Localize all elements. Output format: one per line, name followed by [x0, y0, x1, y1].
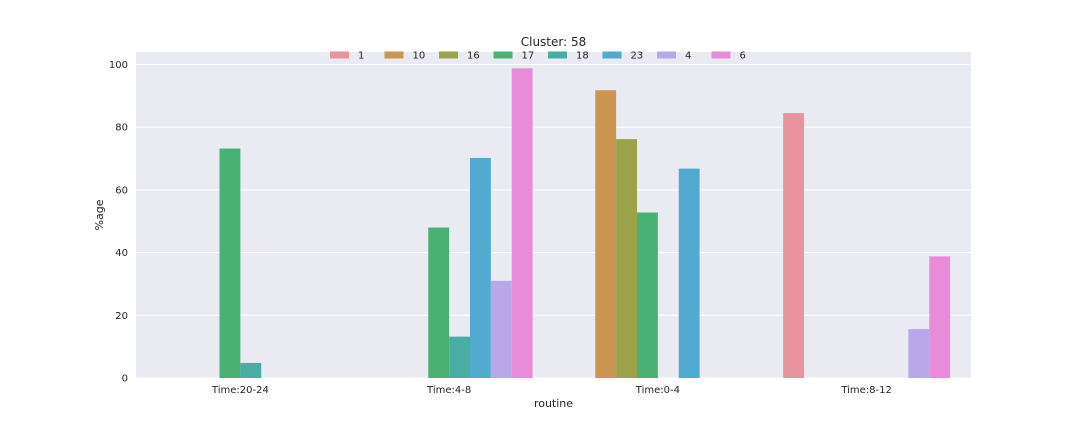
- legend-swatch: [548, 51, 567, 59]
- y-tick-label: 60: [115, 185, 128, 196]
- legend-label: 18: [576, 51, 589, 62]
- bar-17-0: [219, 148, 241, 378]
- legend-item-10: 10: [384, 51, 426, 62]
- bar-23-2: [678, 168, 700, 378]
- bar-17-2: [637, 212, 658, 378]
- y-tick-label: 0: [122, 374, 128, 385]
- bar-10-2: [595, 90, 617, 378]
- bar-17-1: [428, 227, 450, 378]
- bar-23-1: [470, 157, 491, 378]
- bar-1-3: [783, 113, 804, 378]
- x-tick-label: Time:8-12: [840, 385, 892, 396]
- legend-item-1: 1: [330, 51, 364, 62]
- y-tick-label: 40: [115, 248, 128, 259]
- bar-6-1: [511, 68, 533, 379]
- legend-item-18: 18: [548, 51, 589, 62]
- y-tick-label: 20: [115, 311, 128, 322]
- y-axis-ticks: 0 20 40 60 80 100: [109, 60, 128, 384]
- legend-swatch: [439, 51, 458, 59]
- legend: 1 10 16 17 18 23 4 6: [330, 51, 746, 62]
- x-axis-label: routine: [534, 397, 573, 410]
- bar-4-1: [490, 280, 512, 378]
- legend-item-17: 17: [493, 51, 535, 62]
- x-tick-label: Time:4-8: [426, 385, 471, 396]
- bar-6-3: [929, 256, 951, 378]
- legend-swatch: [493, 51, 513, 59]
- y-tick-label: 80: [115, 123, 128, 134]
- chart-title: Cluster: 58: [521, 35, 587, 49]
- x-axis-ticks: Time:20-24 Time:4-8 Time:0-4 Time:8-12: [211, 385, 892, 396]
- bar-4-3: [908, 329, 930, 378]
- legend-label: 16: [467, 51, 480, 62]
- legend-label: 4: [685, 51, 691, 62]
- legend-item-4: 4: [657, 51, 691, 62]
- legend-label: 6: [740, 51, 746, 62]
- x-tick-label: Time:20-24: [211, 385, 269, 396]
- legend-item-23: 23: [602, 51, 644, 62]
- legend-item-16: 16: [439, 51, 480, 62]
- bar-18-1: [449, 336, 470, 378]
- plot-area: [136, 52, 971, 378]
- legend-swatch: [602, 51, 622, 59]
- y-tick-label: 100: [109, 60, 128, 71]
- legend-label: 1: [358, 51, 364, 62]
- legend-swatch: [657, 51, 676, 59]
- gridlines: [136, 64, 971, 379]
- legend-swatch: [711, 51, 731, 59]
- x-tick-label: Time:0-4: [635, 385, 680, 396]
- legend-item-6: 6: [711, 51, 746, 62]
- legend-label: 10: [413, 51, 426, 62]
- bars: [219, 68, 951, 379]
- legend-label: 23: [631, 51, 644, 62]
- bar-18-0: [240, 362, 262, 378]
- legend-label: 17: [522, 51, 535, 62]
- y-axis-label: %age: [93, 199, 106, 230]
- legend-swatch: [330, 51, 349, 59]
- legend-swatch: [384, 51, 404, 59]
- bar-16-2: [616, 139, 637, 378]
